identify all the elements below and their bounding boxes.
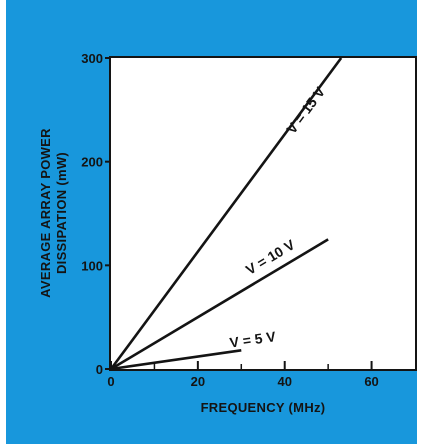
series-line bbox=[109, 57, 343, 370]
axis-ticks: 0 20 40 60 0 100 200 300 bbox=[81, 51, 379, 389]
x-tick-label: 0 bbox=[107, 374, 114, 389]
series-line bbox=[110, 349, 242, 371]
y-axis-title-line: AVERAGE ARRAY POWER bbox=[38, 128, 53, 298]
y-tick-label: 0 bbox=[96, 362, 103, 377]
series-line bbox=[110, 238, 329, 371]
y-tick-label: 200 bbox=[81, 155, 103, 170]
y-tick-label: 100 bbox=[81, 258, 103, 273]
chart-svg: AVERAGE ARRAY POWER DISSIPATION (mW) FREQ… bbox=[38, 51, 417, 415]
plot-area bbox=[109, 56, 417, 371]
y-axis-title: AVERAGE ARRAY POWER DISSIPATION (mW) bbox=[38, 128, 69, 298]
x-tick-label: 20 bbox=[191, 374, 205, 389]
x-tick-label: 40 bbox=[277, 374, 291, 389]
x-axis-title: FREQUENCY (MHz) bbox=[201, 400, 326, 415]
y-axis-title-line: DISSIPATION (mW) bbox=[54, 152, 69, 274]
x-tick-label: 60 bbox=[364, 374, 378, 389]
chart-figure: AVERAGE ARRAY POWER DISSIPATION (mW) FREQ… bbox=[6, 0, 417, 444]
y-tick-label: 300 bbox=[81, 51, 103, 66]
series-label: V = 5 V bbox=[229, 328, 278, 350]
